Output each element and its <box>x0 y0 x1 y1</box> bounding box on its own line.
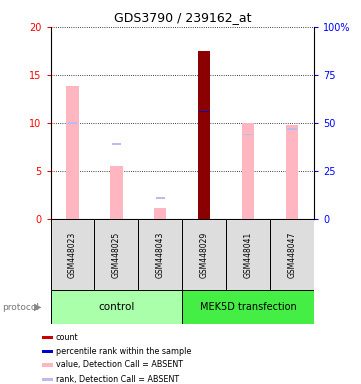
Text: ▶: ▶ <box>34 302 42 312</box>
Bar <box>43 377 53 381</box>
Text: protocol: protocol <box>2 303 39 312</box>
Bar <box>43 349 53 353</box>
Bar <box>198 51 210 219</box>
Bar <box>242 123 255 219</box>
Text: rank, Detection Call = ABSENT: rank, Detection Call = ABSENT <box>56 375 179 384</box>
Bar <box>270 219 314 290</box>
Bar <box>182 219 226 290</box>
Bar <box>226 219 270 290</box>
Text: MEK5D transfection: MEK5D transfection <box>200 302 297 312</box>
Text: GSM448047: GSM448047 <box>288 231 297 278</box>
Bar <box>66 86 79 219</box>
Bar <box>286 125 298 219</box>
Bar <box>95 219 138 290</box>
Text: GSM448041: GSM448041 <box>244 231 253 278</box>
Bar <box>243 134 253 136</box>
Bar <box>110 166 123 219</box>
Bar <box>43 363 53 367</box>
Text: count: count <box>56 333 78 342</box>
Bar <box>112 143 121 145</box>
Text: percentile rank within the sample: percentile rank within the sample <box>56 347 191 356</box>
Text: GSM448025: GSM448025 <box>112 231 121 278</box>
Title: GDS3790 / 239162_at: GDS3790 / 239162_at <box>114 11 251 24</box>
Text: GSM448029: GSM448029 <box>200 231 209 278</box>
Bar <box>199 111 209 113</box>
Bar <box>43 336 53 339</box>
Bar <box>154 208 166 219</box>
Bar <box>51 219 95 290</box>
Bar <box>287 128 297 130</box>
Text: control: control <box>98 302 135 312</box>
Bar <box>156 197 165 199</box>
Bar <box>138 219 182 290</box>
Text: GSM448023: GSM448023 <box>68 231 77 278</box>
Text: GSM448043: GSM448043 <box>156 231 165 278</box>
Text: value, Detection Call = ABSENT: value, Detection Call = ABSENT <box>56 361 183 369</box>
Bar <box>68 122 77 124</box>
Bar <box>51 290 182 324</box>
Bar <box>182 290 314 324</box>
